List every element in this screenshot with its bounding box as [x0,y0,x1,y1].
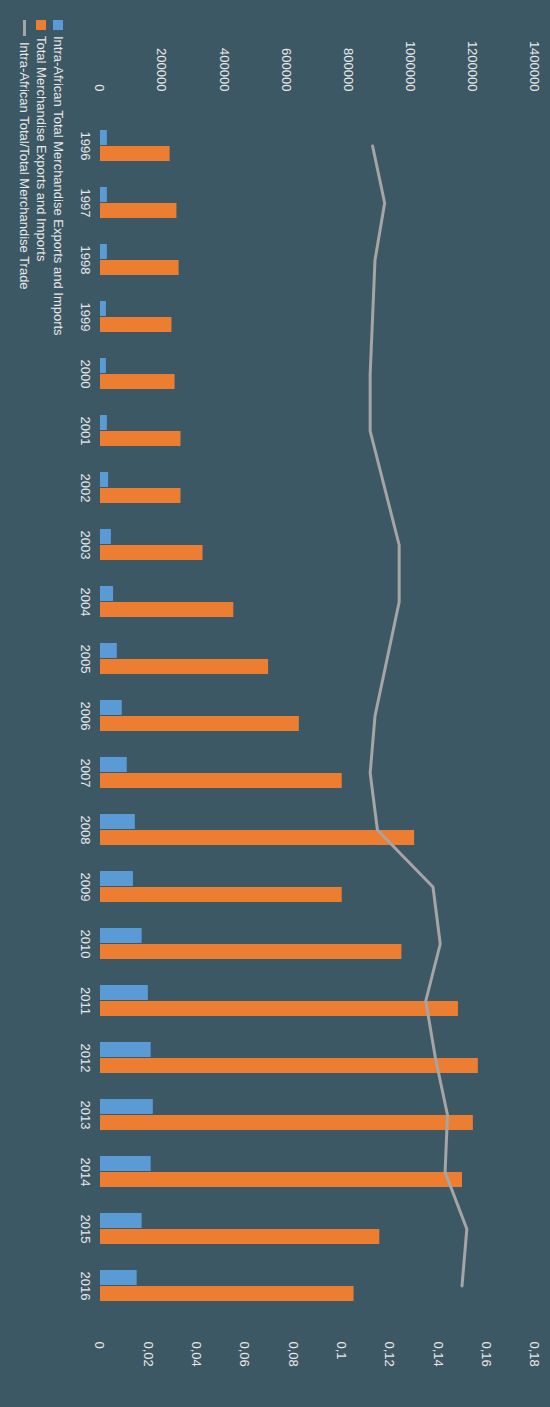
svg-text:0,04: 0,04 [189,1342,204,1367]
svg-text:1400000: 1400000 [527,41,542,92]
svg-text:2009: 2009 [78,873,93,902]
svg-text:2008: 2008 [78,816,93,845]
svg-text:2015: 2015 [78,1215,93,1244]
svg-text:0,02: 0,02 [141,1342,156,1367]
svg-text:200000: 200000 [154,48,169,91]
svg-text:2004: 2004 [78,588,93,617]
svg-text:2016: 2016 [78,1272,93,1301]
svg-text:2010: 2010 [78,930,93,959]
svg-text:2002: 2002 [78,474,93,503]
svg-text:0,1: 0,1 [334,1342,349,1360]
svg-text:2007: 2007 [78,759,93,788]
svg-text:0,16: 0,16 [479,1342,494,1367]
svg-text:2012: 2012 [78,1044,93,1073]
html-text:Intra-African Total Merchandis: Intra-African Total Merchandise Exports … [51,36,66,336]
svg-text:1998: 1998 [78,246,93,275]
svg-text:1997: 1997 [78,189,93,218]
svg-text:1996: 1996 [78,132,93,161]
svg-text:0,12: 0,12 [382,1342,397,1367]
svg-text:1999: 1999 [78,303,93,332]
svg-text:0: 0 [92,84,107,91]
html-text:Total Merchandise Exports and: Total Merchandise Exports and Imports [34,36,49,262]
svg-text:600000: 600000 [279,48,294,91]
svg-text:2001: 2001 [78,417,93,446]
svg-text:0: 0 [92,1342,107,1349]
svg-text:2000: 2000 [78,360,93,389]
html-text:Intra-African Total/Total Merc: Intra-African Total/Total Merchandise Tr… [17,42,32,290]
svg-text:2006: 2006 [78,702,93,731]
svg-text:0,14: 0,14 [431,1342,446,1367]
svg-text:2003: 2003 [78,531,93,560]
svg-text:400000: 400000 [217,48,232,91]
svg-text:0,18: 0,18 [527,1342,542,1367]
svg-text:2013: 2013 [78,1101,93,1130]
svg-text:0,08: 0,08 [286,1342,301,1367]
svg-text:2005: 2005 [78,645,93,674]
svg-text:1000000: 1000000 [403,41,418,92]
svg-text:2011: 2011 [78,987,93,1015]
svg-text:800000: 800000 [341,48,356,91]
svg-text:0,06: 0,06 [237,1342,252,1367]
svg-text:1200000: 1200000 [465,41,480,92]
svg-text:2014: 2014 [78,1158,93,1187]
